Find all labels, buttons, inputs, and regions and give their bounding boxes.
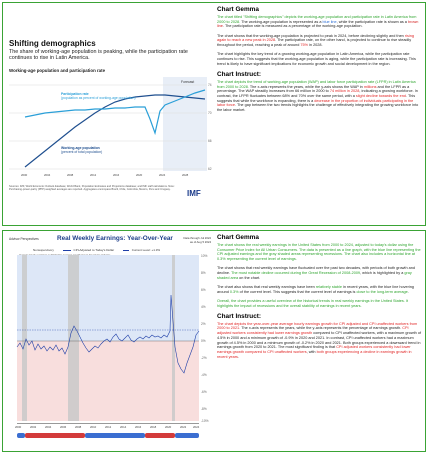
gemma-paragraph: Overall, the chart provides a useful ove… xyxy=(217,298,408,308)
gemma-paragraph: The chart also shows that real weekly ea… xyxy=(217,284,414,294)
y-tick-label: -8% xyxy=(201,407,207,411)
timeline-segment xyxy=(25,433,85,438)
legend-nonsup: Nonsupervisory xyxy=(33,248,54,252)
y-tick-label: -4% xyxy=(201,373,207,377)
x-tick-label: 2004 xyxy=(44,173,51,177)
x-tick-label: 2012 xyxy=(90,173,97,177)
top-analysis: Chart Gemma The chart titled "Shifting d… xyxy=(217,5,422,223)
legend-current: Current Level: +1.3% xyxy=(131,248,161,252)
y-tick-label: 74 xyxy=(208,83,212,87)
working-age-line xyxy=(24,94,206,168)
bottom-analysis: Chart Gemma The chart shows the real wee… xyxy=(217,233,422,449)
x-tick-label: 2008 xyxy=(67,173,74,177)
recession-shade xyxy=(172,255,175,421)
x-tick-label: 2000 xyxy=(15,425,22,429)
timeline-segment xyxy=(85,433,145,438)
x-tick-label: 2022 xyxy=(180,425,187,429)
timeline-segment xyxy=(175,433,199,438)
legend-cpiu: CPI-Adjusted to Today's Dollar xyxy=(73,248,115,252)
gemma-paragraph: The chart shows that real weekly earning… xyxy=(217,266,415,280)
x-tick-label: 2000 xyxy=(21,173,28,177)
top-panel: Shifting demographics The share of worki… xyxy=(2,2,426,226)
figure-subtitle: The share of working-age population is p… xyxy=(9,49,188,62)
working-age-label: Working-age population (percent of total… xyxy=(61,146,141,155)
negative-band xyxy=(17,341,199,421)
header-right-b: as of Aug 5 2024 xyxy=(190,240,211,244)
demographics-figure: Shifting demographics The share of worki… xyxy=(5,5,215,223)
x-tick-label: 2014 xyxy=(120,425,127,429)
bottom-panel: Advisor Perspectives Data through Jul 20… xyxy=(2,230,426,452)
y-tick-label: 4% xyxy=(201,305,206,309)
x-tick-label: 2028 xyxy=(182,173,189,177)
figure-header: Advisor Perspectives Data through Jul 20… xyxy=(9,235,211,247)
gemma-paragraph: The chart shows the real weekly earnings… xyxy=(217,243,421,262)
header-right-a: Data through Jul 2024 xyxy=(183,236,211,240)
x-tick-label: 2018 xyxy=(150,425,157,429)
figure-title: Shifting demographics xyxy=(9,39,96,48)
x-tick-label: 2012 xyxy=(105,425,112,429)
x-tick-label: 2020 xyxy=(136,173,143,177)
y-tick-label: 6% xyxy=(201,288,206,292)
earnings-figure: Advisor Perspectives Data through Jul 20… xyxy=(5,233,215,449)
earnings-title: Real Weekly Earnings: Year-Over-Year xyxy=(57,235,173,242)
chart-gemma-heading: Chart Gemma xyxy=(217,234,259,241)
y-tick-label: 66 xyxy=(208,139,212,143)
x-tick-label: 2004 xyxy=(45,425,52,429)
presidential-timeline xyxy=(17,433,199,439)
y-tick-label: -10% xyxy=(201,419,209,423)
positive-band xyxy=(17,255,199,341)
recession-shade xyxy=(68,255,79,421)
x-tick-label: 2020 xyxy=(165,425,172,429)
x-tick-label: 2024 xyxy=(193,425,200,429)
legend-row: Nonsupervisory CPI-Adjusted to Today's D… xyxy=(33,248,160,252)
chart-title: Working-age population and participation… xyxy=(9,68,106,73)
timeline-segment xyxy=(17,433,25,438)
earnings-chart xyxy=(16,255,200,421)
x-tick-label: 2016 xyxy=(135,425,142,429)
chart-instruct-heading: Chart Instruct: xyxy=(217,70,262,78)
instruct-paragraph: The chart depicts the year-over-year ave… xyxy=(217,321,422,359)
y-tick-label: 62 xyxy=(208,167,212,171)
y-tick-label: 0% xyxy=(201,339,206,343)
y-tick-label: -6% xyxy=(201,390,207,394)
x-tick-label: 2006 xyxy=(60,425,67,429)
demographics-chart xyxy=(9,77,207,171)
working-age-label-sub: (percent of total population) xyxy=(61,149,103,154)
participation-label: Participation rate (population as percen… xyxy=(61,92,141,101)
participation-line xyxy=(24,89,206,136)
gemma-paragraph: The chart highlights the key trend of a … xyxy=(217,52,416,66)
chart-gemma-heading: Chart Gemma xyxy=(217,6,259,13)
participation-label-sub: (population as percent of working-age po… xyxy=(61,95,136,100)
y-tick-label: 10% xyxy=(201,254,208,258)
x-tick-label: 2008 xyxy=(75,425,82,429)
legend-line-swatch xyxy=(62,249,71,251)
y-tick-label: 8% xyxy=(201,271,206,275)
recession-shade xyxy=(22,255,27,421)
y-tick-label: 2% xyxy=(201,322,206,326)
gemma-paragraph: The chart shows that the working-age pop… xyxy=(217,33,414,48)
x-tick-label: 2010 xyxy=(90,425,97,429)
imf-logo: IMF xyxy=(187,189,201,198)
y-tick-label: 70 xyxy=(208,111,212,115)
header-left: Advisor Perspectives xyxy=(9,237,39,241)
timeline-segment xyxy=(145,433,175,438)
participation-label-title: Participation rate xyxy=(61,92,89,96)
legend-dash-swatch xyxy=(122,249,129,251)
chart-instruct-heading: Chart Instruct: xyxy=(217,312,262,320)
forecast-label: Forecast xyxy=(181,80,195,84)
x-tick-label: 2002 xyxy=(30,425,37,429)
source-note: Sources: IMF, World Economic Outlook dat… xyxy=(9,185,175,192)
instruct-paragraph: The chart depicts the trend of working-a… xyxy=(217,79,419,113)
x-tick-label: 2016 xyxy=(113,173,120,177)
y-tick-label: -2% xyxy=(201,356,207,360)
x-tick-label: 2024 xyxy=(159,173,166,177)
earnings-line xyxy=(16,294,200,374)
working-age-label-title: Working-age population xyxy=(61,146,100,150)
x-axis-strip xyxy=(17,423,199,430)
gemma-paragraph: The chart titled "Shifting demographics"… xyxy=(217,15,419,29)
forecast-shade xyxy=(163,77,207,171)
